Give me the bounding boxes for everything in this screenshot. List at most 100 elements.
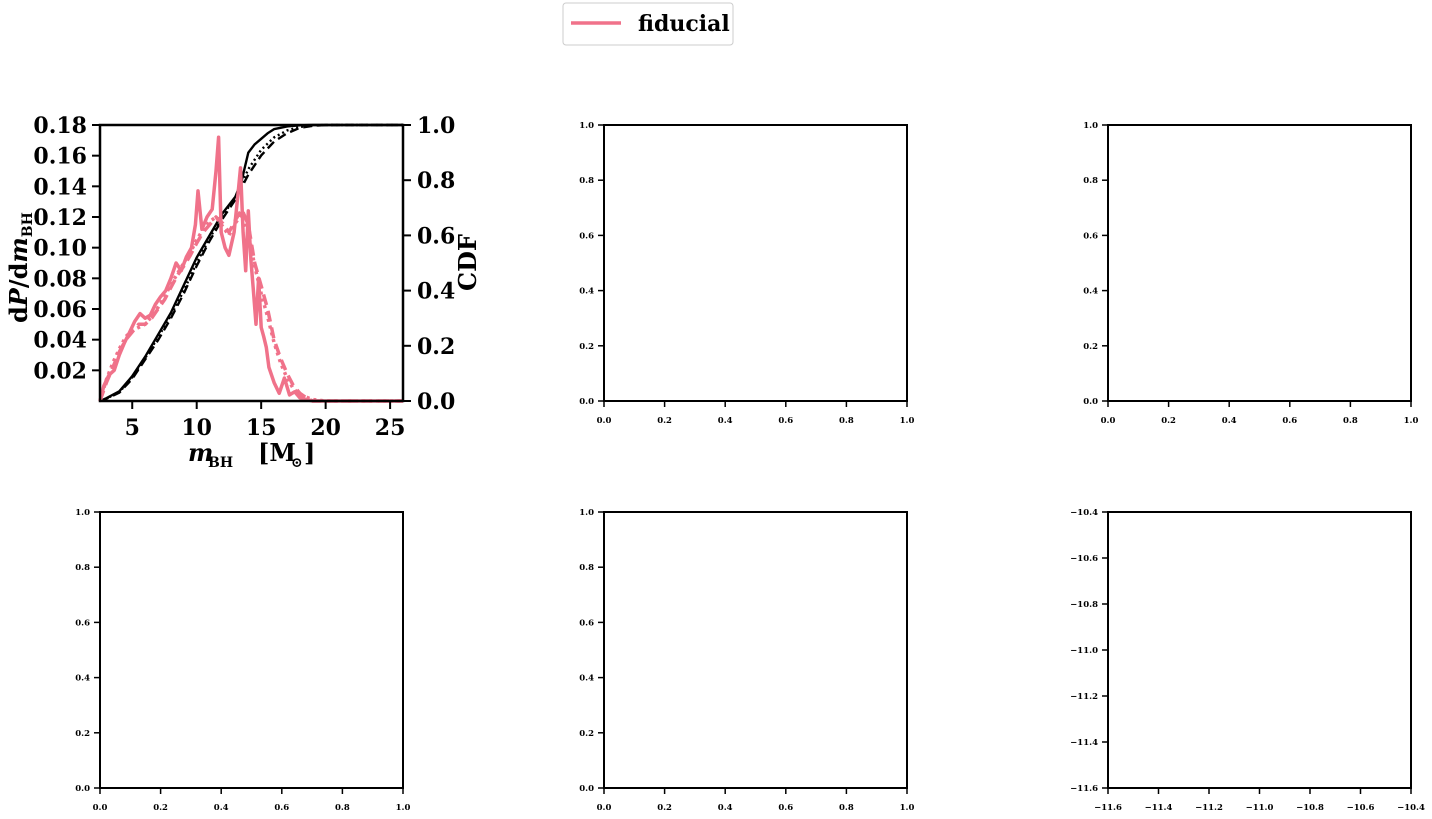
- x-axis-label: m BH [M ⊙ ]: [188, 438, 315, 471]
- y-axis-label-right: CDF: [453, 234, 482, 291]
- y-right-tick-label: 0.8: [417, 168, 455, 194]
- y-tick-label: 0.0: [579, 397, 594, 407]
- x-tick-label: 0.0: [597, 416, 612, 426]
- pdf-line-dotted: [98, 212, 403, 403]
- x-tick-label: −10.4: [1397, 803, 1425, 813]
- x-tick-label: 0.0: [597, 803, 612, 813]
- x-tick-label: 0.2: [153, 803, 168, 813]
- y-tick-label: −11.0: [1070, 646, 1098, 656]
- y-tick-label: 0.08: [33, 266, 87, 292]
- y-tick-label: 0.0: [75, 784, 90, 794]
- x-tick-label: 0.6: [274, 803, 289, 813]
- x-tick-label: −11.6: [1094, 803, 1122, 813]
- x-tick-label: −11.2: [1195, 803, 1223, 813]
- axes-frame: [603, 511, 908, 789]
- cdf-line-dashed: [99, 123, 403, 403]
- y-tick-label: 0.8: [579, 563, 594, 573]
- x-tick-label: 1.0: [900, 803, 915, 813]
- y-tick-label: 0.6: [75, 618, 90, 628]
- x-tick-label: 0.8: [839, 416, 854, 426]
- panel-empty-bottom-middle: 0.0 0.2 0.4 0.6 0.8 1.0 0.0 0.2 0.4 0.6 0.8 1.0: [579, 508, 914, 813]
- x-tick-label: 0.4: [1222, 416, 1237, 426]
- x-tick-label: 1.0: [1404, 416, 1419, 426]
- y-tick-label: −10.4: [1070, 508, 1098, 518]
- y-right-tick-label: 1.0: [417, 113, 455, 139]
- pdf-line-dashed: [98, 207, 403, 403]
- y-tick-label: 0.4: [1083, 287, 1098, 297]
- x-tick-label: 1.0: [900, 416, 915, 426]
- x-tick-label: 20: [310, 415, 341, 441]
- panel-empty-top-middle: 0.0 0.2 0.4 0.6 0.8 1.0 0.0 0.2 0.4 0.6 0.8 1.0: [579, 121, 914, 426]
- y-right-tick-label: 0.2: [417, 334, 455, 360]
- panel-empty-top-right: 0.0 0.2 0.4 0.6 0.8 1.0 0.0 0.2 0.4 0.6 0.8 1.0: [1083, 121, 1418, 426]
- x-tick-label: 0.8: [1343, 416, 1358, 426]
- svg-text:⊙: ⊙: [291, 455, 303, 471]
- y-tick-label: 0.2: [579, 342, 594, 352]
- y-tick-label: 0.6: [1083, 231, 1098, 241]
- y-tick-label: 0.4: [75, 674, 90, 684]
- y-tick-label: −10.8: [1070, 600, 1098, 610]
- y-tick-label: 0.04: [33, 328, 87, 354]
- axes-frame: [603, 124, 908, 402]
- y-tick-label: 0.0: [1083, 397, 1098, 407]
- panel-mass-distribution: 5 10 15 20 25 0.02 0.04 0.06 0.08 0.10 0.12 0.14 0.1…: [33, 113, 455, 441]
- y-tick-label: 0.2: [75, 729, 90, 739]
- y-tick-label: −11.2: [1070, 692, 1098, 702]
- legend: fiducial: [562, 2, 734, 46]
- y-tick-label: −11.6: [1070, 784, 1098, 794]
- y-tick-label: 0.14: [33, 174, 87, 200]
- y-axis-label-left: dP/dmBH: [4, 212, 36, 323]
- y-tick-label: 0.6: [579, 618, 594, 628]
- x-tick-label: 0.0: [93, 803, 108, 813]
- y-tick-label: 1.0: [1083, 121, 1098, 131]
- svg-text:CDF: CDF: [453, 234, 482, 291]
- x-tick-label: −10.8: [1296, 803, 1324, 813]
- y-tick-label: 1.0: [579, 508, 594, 518]
- y-tick-label: 0.10: [33, 236, 87, 262]
- svg-text:[M: [M: [258, 438, 296, 467]
- y-tick-label: 1.0: [579, 121, 594, 131]
- x-tick-label: 0.6: [1282, 416, 1297, 426]
- x-tick-label: 5: [125, 415, 140, 441]
- y-tick-label: 0.18: [33, 113, 87, 139]
- x-tick-label: −11.4: [1145, 803, 1173, 813]
- x-tick-label: 0.4: [214, 803, 229, 813]
- y-tick-label: 0.8: [579, 176, 594, 186]
- x-tick-label: 0.0: [1101, 416, 1116, 426]
- x-tick-label: 0.6: [778, 803, 793, 813]
- y-tick-label: 0.2: [579, 729, 594, 739]
- x-tick-label: −11.0: [1246, 803, 1274, 813]
- y-tick-label: 0.4: [579, 674, 594, 684]
- y-tick-label: 0.0: [579, 784, 594, 794]
- y-tick-label: 0.16: [33, 144, 87, 170]
- legend-frame: [562, 2, 734, 46]
- y-tick-label: 0.06: [33, 297, 87, 323]
- x-tick-label: 15: [246, 415, 277, 441]
- axes-frame: [99, 511, 404, 789]
- y-right-tick-label: 0.4: [417, 279, 455, 305]
- x-tick-label: 0.2: [657, 416, 672, 426]
- x-tick-label: 0.4: [718, 416, 733, 426]
- y-tick-label: 0.2: [1083, 342, 1098, 352]
- y-tick-label: 0.4: [579, 287, 594, 297]
- x-tick-label: 0.6: [778, 416, 793, 426]
- y-tick-label: 1.0: [75, 508, 90, 518]
- svg-text:m: m: [188, 438, 213, 467]
- x-tick-label: 1.0: [396, 803, 411, 813]
- y-tick-label: 0.8: [75, 563, 90, 573]
- y-tick-label: −11.4: [1070, 738, 1098, 748]
- cdf-line-dotted: [99, 123, 403, 403]
- panel-empty-bottom-right: −11.6 −11.4 −11.2 −11.0 −10.8 −10.6 −10.4 −11.6…: [1070, 508, 1425, 813]
- x-tick-label: 10: [181, 415, 212, 441]
- panel-empty-bottom-left: 0.0 0.2 0.4 0.6 0.8 1.0 0.0 0.2 0.4 0.6 0.8 1.0: [75, 508, 410, 813]
- svg-text:BH: BH: [208, 455, 233, 471]
- legend-label: fiducial: [638, 11, 730, 37]
- y-right-tick-label: 0.6: [417, 223, 455, 249]
- x-tick-label: 0.2: [1161, 416, 1176, 426]
- y-right-tick-label: 0.0: [417, 389, 455, 415]
- axes-frame: [1107, 124, 1412, 402]
- x-tick-label: 25: [375, 415, 406, 441]
- svg-text:dP/dmBH: dP/dmBH: [4, 212, 36, 323]
- x-tick-label: −10.6: [1347, 803, 1375, 813]
